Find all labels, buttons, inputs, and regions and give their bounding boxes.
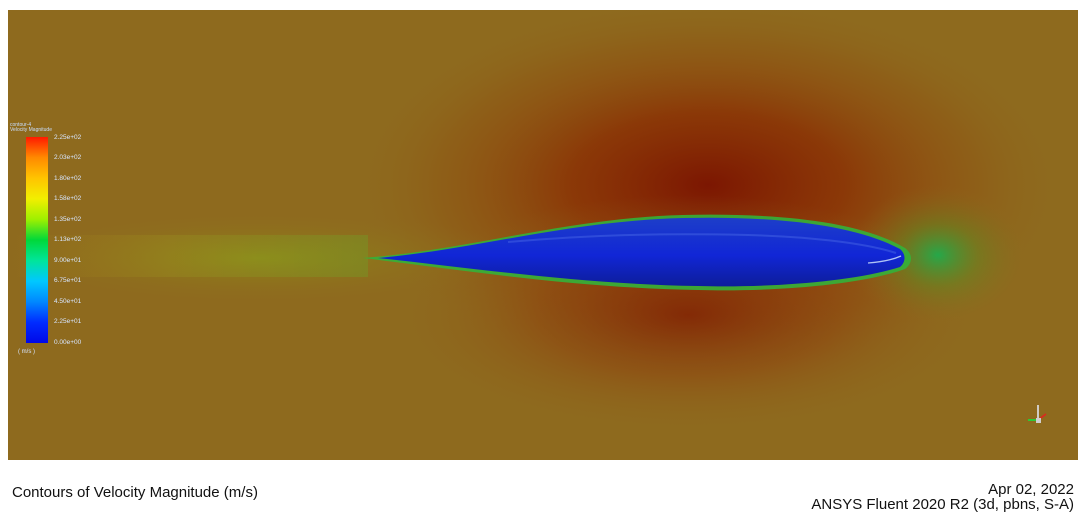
software-version: ANSYS Fluent 2020 R2 (3d, pbns, S-A) <box>811 496 1074 513</box>
legend-tick-label: 9.00e+01 <box>54 257 82 264</box>
plot-title: Contours of Velocity Magnitude (m/s) <box>12 484 258 501</box>
legend-tick-label: 2.25e+02 <box>54 134 82 141</box>
legend-unit: ( m/s ) <box>18 349 35 355</box>
legend-name: contour-4 <box>10 122 32 128</box>
plot-date: Apr 02, 2022 <box>988 481 1074 498</box>
legend-tick-label: 6.75e+01 <box>54 277 82 284</box>
axis-triad-icon <box>1028 405 1047 423</box>
legend-colorbar <box>26 137 48 343</box>
legend-tick-label: 1.35e+02 <box>54 216 82 223</box>
velocity-contour-field <box>8 10 1078 460</box>
legend-tick-label: 1.58e+02 <box>54 195 82 202</box>
legend-tick-label: 4.50e+01 <box>54 298 82 305</box>
legend-tick-label: 0.00e+00 <box>54 339 82 346</box>
contour-viewport[interactable]: contour-4 Velocity Magnitude 2.25e+02 2.… <box>8 10 1078 460</box>
legend-tick-label: 2.25e+01 <box>54 318 82 325</box>
legend-tick-label: 2.03e+02 <box>54 154 82 161</box>
legend-quantity: Velocity Magnitude <box>10 127 52 133</box>
legend-tick-label: 1.80e+02 <box>54 175 82 182</box>
legend-tick-label: 1.13e+02 <box>54 236 82 243</box>
colorbar-legend: contour-4 Velocity Magnitude 2.25e+02 2.… <box>8 122 128 372</box>
